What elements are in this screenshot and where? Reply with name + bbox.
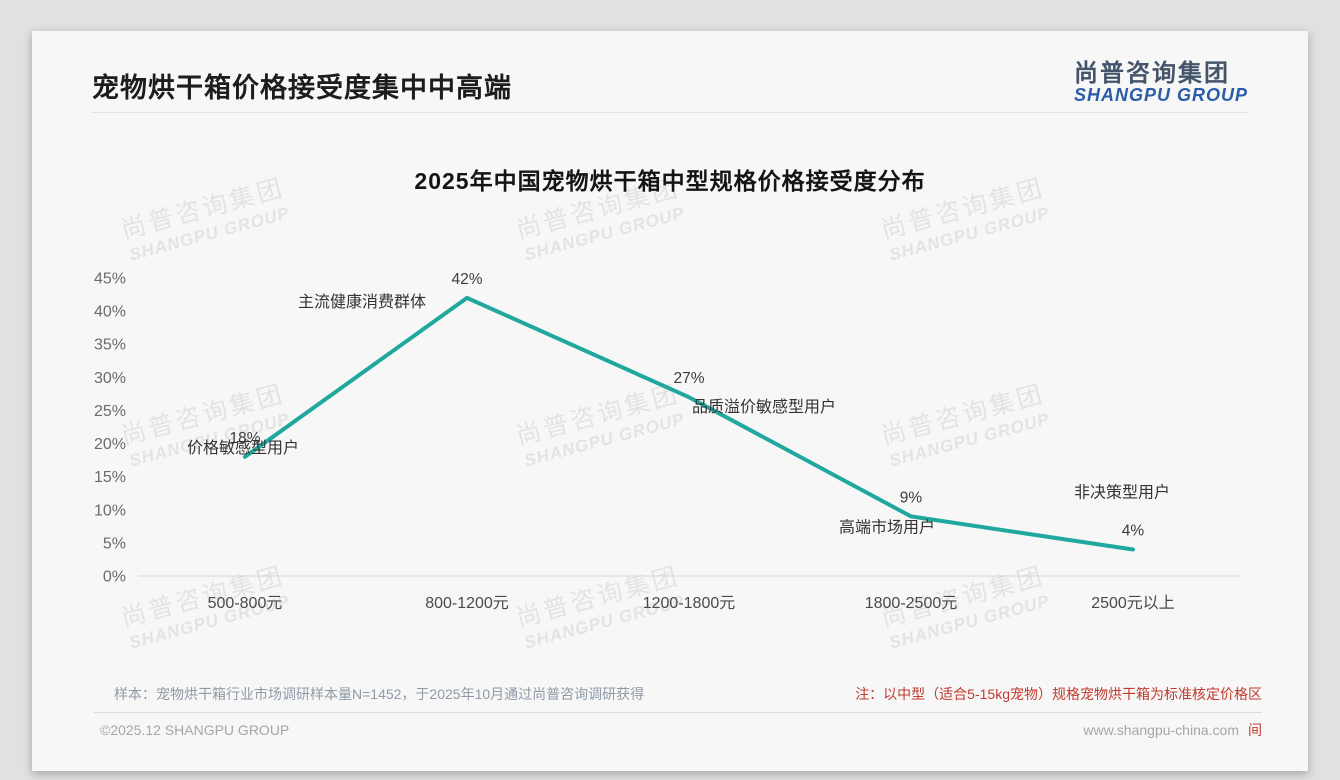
y-tick-label: 15% xyxy=(94,469,126,486)
x-category-label: 800-1200元 xyxy=(425,595,509,612)
price-note: 注：以中型（适合5-15kg宠物）规格宠物烘干箱为标准核定价格区 xyxy=(855,686,1262,702)
footer-right-group: www.shangpu-china.com 间 xyxy=(1083,720,1262,740)
y-tick-label: 40% xyxy=(94,304,126,321)
series-annotation: 主流健康消费群体 xyxy=(298,293,426,311)
footer-divider xyxy=(94,712,1262,713)
y-tick-label: 0% xyxy=(103,569,126,586)
company-logo: 尚普咨询集团 SHANGPU GROUP xyxy=(1074,61,1248,105)
data-point-label: 9% xyxy=(900,489,923,506)
x-category-label: 2500元以上 xyxy=(1091,594,1175,612)
y-tick-label: 25% xyxy=(94,403,126,420)
price-acceptance-line-chart: 0% 5% 10% 15% 20% 25% 30% 35% 40% 45% 500-800元 800-… xyxy=(94,271,1240,612)
y-tick-label: 30% xyxy=(94,370,126,387)
series-annotation: 高端市场用户 xyxy=(839,518,935,536)
price-note-wrapped-char: 间 xyxy=(1248,722,1262,738)
y-tick-label: 35% xyxy=(94,337,126,354)
y-tick-label: 5% xyxy=(103,535,126,552)
data-point-label: 18% xyxy=(229,430,260,447)
page-title: 宠物烘干箱价格接受度集中中高端 xyxy=(92,73,512,103)
data-point-label: 4% xyxy=(1122,523,1145,540)
x-category-label: 1800-2500元 xyxy=(865,595,958,612)
data-point-label: 42% xyxy=(451,271,482,288)
slide-header: 宠物烘干箱价格接受度集中中高端 尚普咨询集团 SHANGPU GROUP xyxy=(92,31,1248,113)
data-point-label: 27% xyxy=(673,370,704,387)
series-annotation: 品质溢价敏感型用户 xyxy=(692,398,836,416)
website-link[interactable]: www.shangpu-china.com xyxy=(1083,722,1239,738)
footer-notes-row: 样本：宠物烘干箱行业市场调研样本量N=1452，于2025年10月通过尚普咨询调… xyxy=(94,683,1262,705)
slide-card: 尚普咨询集团 SHANGPU GROUP 尚普咨询集团 SHANGPU GROUP 尚普… xyxy=(32,31,1308,771)
y-tick-label: 45% xyxy=(94,271,126,288)
copyright-text: ©2025.12 SHANGPU GROUP xyxy=(100,722,290,738)
sample-note: 样本：宠物烘干箱行业市场调研样本量N=1452，于2025年10月通过尚普咨询调… xyxy=(114,686,645,702)
series-annotation: 非决策型用户 xyxy=(1074,484,1170,502)
x-category-label: 500-800元 xyxy=(208,595,283,612)
footer-bottom-row: ©2025.12 SHANGPU GROUP www.shangpu-china… xyxy=(100,719,1262,741)
line-series xyxy=(243,295,1135,552)
y-tick-label: 10% xyxy=(94,502,126,519)
chart-title: 2025年中国宠物烘干箱中型规格价格接受度分布 xyxy=(414,168,926,194)
logo-text-en: SHANGPU GROUP xyxy=(1073,85,1248,106)
logo-text-cn: 尚普咨询集团 xyxy=(1073,59,1230,87)
x-category-label: 1200-1800元 xyxy=(643,595,736,612)
y-tick-label: 20% xyxy=(94,436,126,453)
series-annotation: 价格敏感型用户 xyxy=(187,439,299,457)
